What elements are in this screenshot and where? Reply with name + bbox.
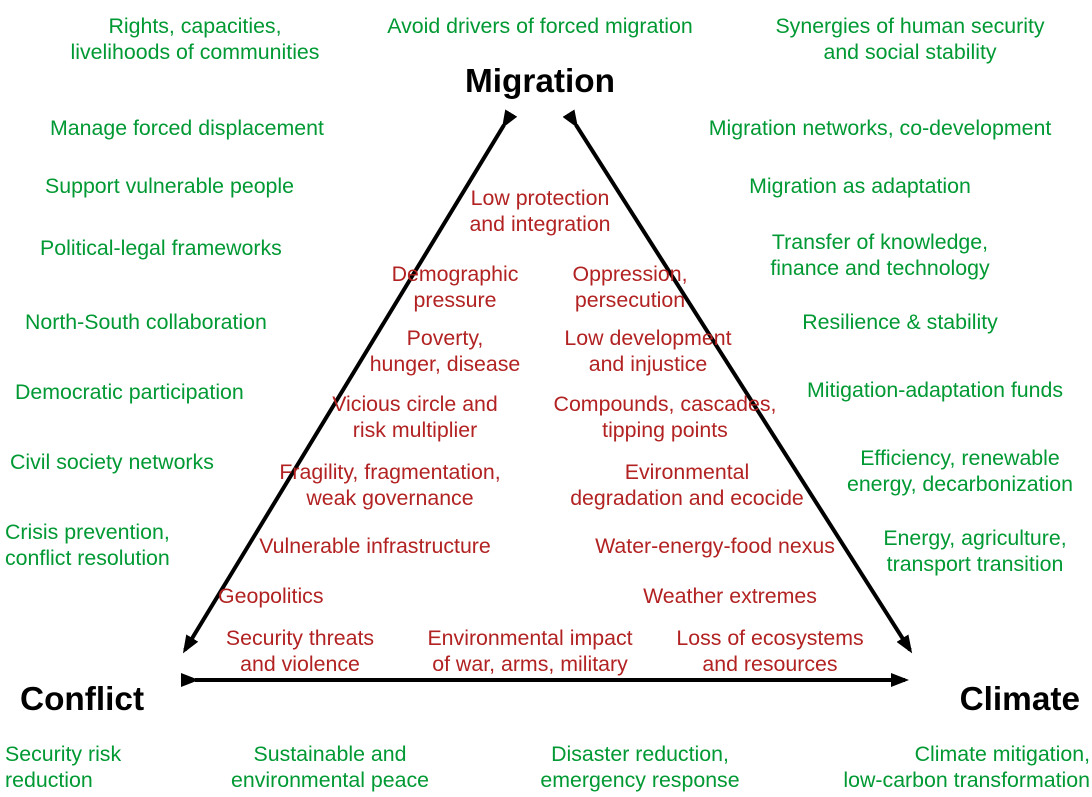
green-right-3: Transfer of knowledge,finance and techno… [750,230,1010,281]
green-right-7: Energy, agriculture,transport transition [860,526,1090,577]
green-right-1: Migration networks, co-development [680,116,1080,142]
red-r8c: Loss of ecosystemsand resources [660,626,880,677]
red-r4a: Vicious circle andrisk multiplier [310,392,520,443]
green-left-6: Civil society networks [10,450,250,476]
vertex-climate: Climate [920,680,1080,720]
red-r3a: Poverty,hunger, disease [350,326,540,377]
green-left-5: Democratic participation [15,380,275,406]
red-r7b: Weather extremes [620,584,840,610]
red-r2a: Demographicpressure [370,262,540,313]
green-right-4: Resilience & stability [780,310,1020,336]
green-left-2: Support vulnerable people [45,174,335,200]
red-r1: Low protectionand integration [440,186,640,237]
vertex-conflict: Conflict [20,680,190,720]
green-top-center: Avoid drivers of forced migration [380,14,700,40]
green-left-7: Crisis prevention,conflict resolution [5,520,205,571]
red-r6b: Water-energy-food nexus [570,534,860,560]
green-bot-4: Climate mitigation,low-carbon transforma… [810,742,1090,793]
green-bot-3: Disaster reduction,emergency response [520,742,760,793]
green-left-3: Political-legal frameworks [40,236,320,262]
vertex-migration: Migration [430,62,650,102]
red-r5b: Evironmentaldegradation and ecocide [552,460,822,511]
red-r4b: Compounds, cascades,tipping points [540,392,790,443]
red-r2b: Oppression,persecution [550,262,710,313]
green-right-6: Efficiency, renewableenergy, decarboniza… [830,446,1090,497]
green-left-4: North-South collaboration [25,310,295,336]
green-bot-2: Sustainable andenvironmental peace [210,742,450,793]
red-r7a: Geopolitics [218,584,368,610]
green-bot-1: Security riskreduction [5,742,165,793]
green-right-2: Migration as adaptation [720,174,1000,200]
red-r6a: Vulnerable infrastructure [240,534,510,560]
green-right-5: Mitigation-adaptation funds [790,378,1080,404]
red-r8a: Security threatsand violence [200,626,400,677]
red-r3b: Low developmentand injustice [548,326,748,377]
green-top-right: Synergies of human securityand social st… [740,14,1080,65]
green-left-1: Manage forced displacement [50,116,350,142]
red-r8b: Environmental impactof war, arms, milita… [410,626,650,677]
red-r5a: Fragility, fragmentation,weak governance [260,460,520,511]
diagram-canvas: Migration Conflict Climate Rights, capac… [0,0,1092,797]
green-top-left: Rights, capacities,livelihoods of commun… [40,14,350,65]
